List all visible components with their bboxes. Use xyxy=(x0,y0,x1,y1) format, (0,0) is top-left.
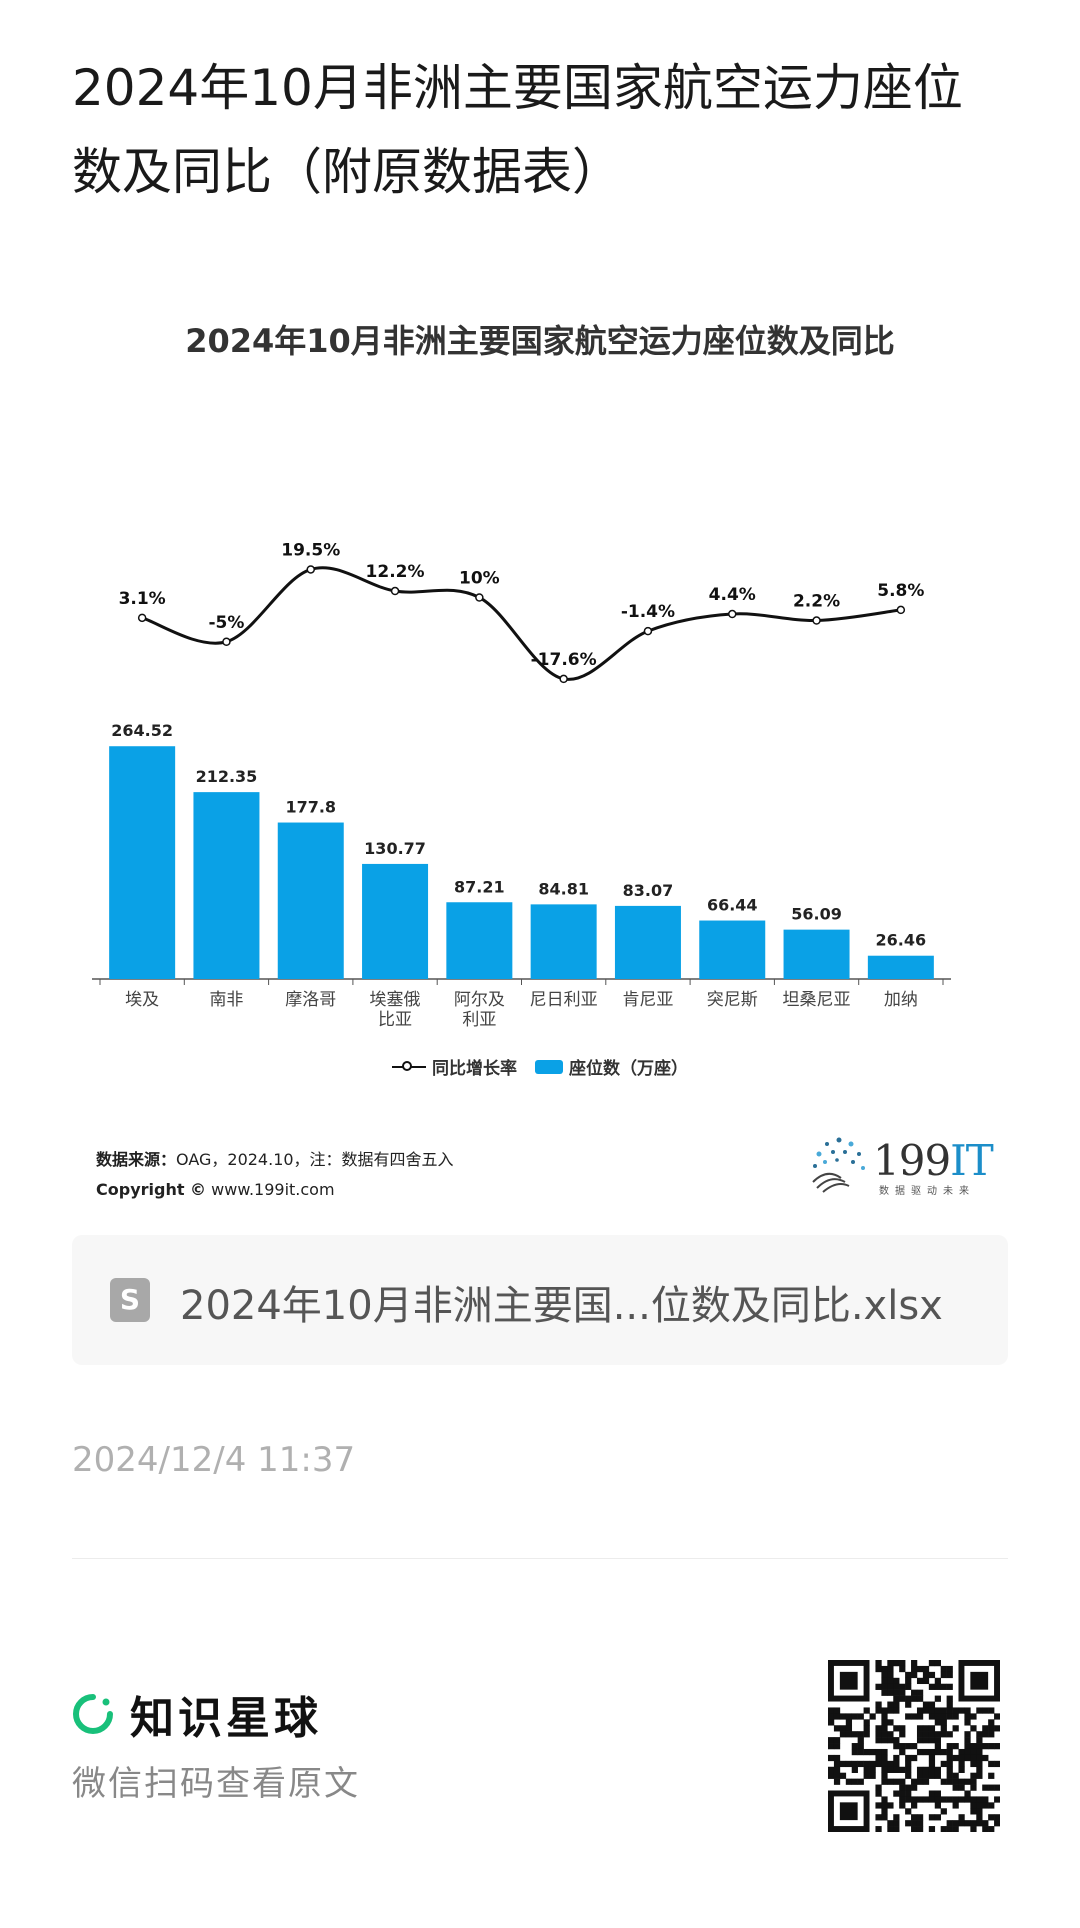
logo-tagline: 数据驱动未来 xyxy=(879,1186,975,1197)
x-tick-label-9: 加纳 xyxy=(884,990,918,1010)
bar-8 xyxy=(783,929,850,979)
x-tick-label-6: 肯尼亚 xyxy=(622,990,673,1010)
bar-label-4: 87.21 xyxy=(454,877,505,896)
x-tick-label-8: 坦桑尼亚 xyxy=(783,990,851,1010)
chart-legend: 同比增长率 座位数（万座） xyxy=(72,1054,1008,1079)
legend-bar-swatch-icon xyxy=(534,1059,563,1074)
growth-label-0: 3.1% xyxy=(119,589,166,609)
bar-label-3: 130.77 xyxy=(364,839,426,858)
growth-point-3 xyxy=(390,586,400,596)
growth-point-1 xyxy=(222,637,231,646)
source-label: 数据来源： xyxy=(96,1150,177,1169)
divider xyxy=(72,1558,1008,1559)
legend-item-growth: 同比增长率 xyxy=(392,1054,517,1079)
bar-label-5: 84.81 xyxy=(538,879,589,898)
bar-3 xyxy=(362,863,429,979)
legend-line-marker-icon xyxy=(392,1060,427,1074)
zsxq-logo-icon xyxy=(73,1694,113,1734)
chart-source: 数据来源：OAG，2024.10，注：数据有四舍五入 Copyright © w… xyxy=(96,1145,454,1205)
qr-code-icon xyxy=(828,1660,1000,1832)
growth-label-3: 12.2% xyxy=(366,562,425,582)
spreadsheet-file-icon: S xyxy=(110,1278,150,1322)
bar-label-2: 177.8 xyxy=(285,798,336,817)
growth-label-1: -5% xyxy=(208,613,244,633)
x-tick-label-0: 埃及 xyxy=(125,990,159,1010)
growth-point-4 xyxy=(475,593,484,602)
bar-1 xyxy=(193,792,260,979)
growth-point-8 xyxy=(812,616,821,625)
bar-label-7: 66.44 xyxy=(707,896,758,915)
growth-label-2: 19.5% xyxy=(281,540,340,560)
legend-label-seats: 座位数（万座） xyxy=(568,1059,688,1079)
attachment-card[interactable]: S 2024年10月非洲主要国...位数及同比.xlsx xyxy=(72,1235,1008,1365)
bar-9 xyxy=(867,955,934,979)
dandelion-logo-icon xyxy=(812,1137,865,1193)
x-tick-label-3: 埃塞俄 xyxy=(370,990,421,1010)
bar-label-1: 212.35 xyxy=(196,767,258,786)
bar-0 xyxy=(109,746,176,979)
bar-label-8: 56.09 xyxy=(791,905,842,924)
growth-point-0 xyxy=(137,613,147,623)
x-tick-label-5: 尼日利亚 xyxy=(530,990,598,1010)
growth-point-6 xyxy=(643,626,653,636)
x-tick-label-3: 比亚 xyxy=(378,1010,412,1030)
attachment-filename[interactable]: 2024年10月非洲主要国...位数及同比.xlsx xyxy=(180,1283,943,1329)
chart-plot: 264.52 212.35 177.8 130.77 87.21 84.81 83.07 66… xyxy=(92,540,951,1030)
growth-label-6: -1.4% xyxy=(621,602,675,622)
growth-label-9: 5.8% xyxy=(877,581,924,601)
growth-point-9 xyxy=(896,605,906,615)
growth-point-5 xyxy=(559,674,568,684)
brand-name: 知识星球 xyxy=(130,1693,322,1744)
bar-2 xyxy=(277,822,344,979)
brand: 知识星球 xyxy=(72,1682,322,1746)
post-timestamp: 2024/12/4 11:37 xyxy=(72,1440,356,1480)
bar-label-6: 83.07 xyxy=(623,881,674,900)
bar-label-9: 26.46 xyxy=(876,931,927,950)
growth-line xyxy=(141,566,902,681)
x-tick-label-1: 南非 xyxy=(209,990,243,1010)
bar-6 xyxy=(614,905,681,979)
growth-label-7: 4.4% xyxy=(709,585,756,605)
source-text: OAG，2024.10，注：数据有四舍五入 xyxy=(176,1150,454,1169)
x-tick-label-7: 突尼斯 xyxy=(707,990,758,1010)
post-title: 2024年10月非洲主要国家航空运力座位数及同比（附原数据表） xyxy=(72,59,963,201)
x-tick-label-4: 利亚 xyxy=(462,1010,496,1030)
brand-subtitle: 微信扫码查看原文 xyxy=(72,1764,360,1804)
bar-4 xyxy=(446,902,513,979)
growth-point-2 xyxy=(306,565,315,574)
logo-199it: 199IT 数据驱动未来 xyxy=(807,1132,994,1198)
x-tick-label-2: 摩洛哥 xyxy=(285,990,336,1010)
copyright-url: www.199it.com xyxy=(211,1180,335,1199)
chart-title: 2024年10月非洲主要国家航空运力座位数及同比 xyxy=(185,322,895,360)
x-tick-label-4: 阿尔及 xyxy=(454,990,505,1010)
bar-label-0: 264.52 xyxy=(111,721,173,740)
legend-item-seats: 座位数（万座） xyxy=(534,1054,688,1079)
growth-label-8: 2.2% xyxy=(793,592,840,612)
bar-7 xyxy=(699,920,766,979)
growth-point-7 xyxy=(728,609,737,619)
copyright-label: Copyright © xyxy=(96,1180,207,1199)
growth-label-5: -17.6% xyxy=(531,650,597,670)
legend-label-growth: 同比增长率 xyxy=(432,1059,518,1079)
chart-image: 264.52 212.35 177.8 130.77 87.21 84.81 83.07 66… xyxy=(72,250,1008,1210)
logo-wordmark: 199IT xyxy=(873,1136,994,1185)
bar-5 xyxy=(530,904,597,979)
growth-label-4: 10% xyxy=(459,569,500,589)
